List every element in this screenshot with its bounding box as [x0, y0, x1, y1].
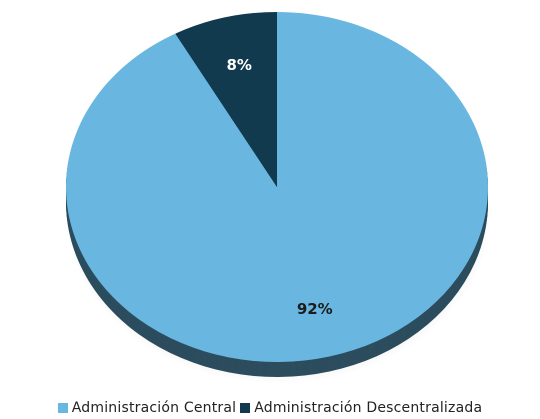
pie-slice-1: [175, 12, 277, 187]
legend-item-central: Administración Central: [57, 400, 237, 416]
pie-slices: [66, 12, 489, 363]
pie-labels: 92% 8%: [226, 56, 332, 318]
pie-chart: 92% 8%: [64, 12, 492, 384]
legend: Administración Central Administración De…: [0, 398, 540, 418]
legend-label-descentralizada: Administración Descentralizada: [254, 400, 483, 416]
pie-data-label-0: 92%: [297, 300, 333, 318]
pie-slice-0: [66, 12, 489, 363]
pie-data-label-1: 8%: [226, 56, 251, 74]
legend-item-descentralizada: Administración Descentralizada: [240, 400, 482, 416]
legend-swatch-descentralizada: [240, 403, 251, 413]
legend-label-central: Administración Central: [71, 400, 237, 416]
legend-swatch-central: [57, 403, 68, 413]
